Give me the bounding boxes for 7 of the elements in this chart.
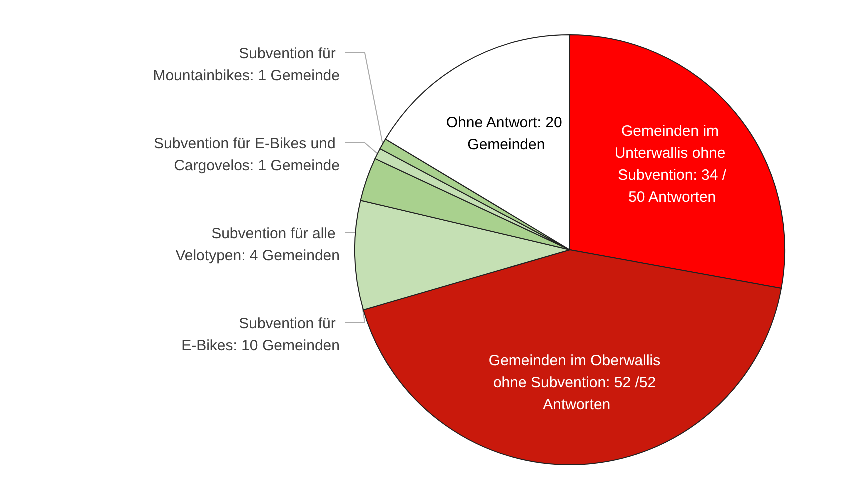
slice-label: Subvention für Mountainbikes: 1 Gemeinde xyxy=(153,46,340,84)
slice-label: Subvention für alle Velotypen: 4 Gemeinden xyxy=(176,226,340,264)
slice-label: Subvention für E-Bikes: 10 Gemeinden xyxy=(182,316,340,354)
slice-label: Ohne Antwort: 20 Gemeinden xyxy=(446,114,562,154)
slice-label: Gemeinden im Unterwallis ohne Subvention: 34 /50 Antworten xyxy=(614,123,730,206)
slice-label: Subvention für E-Bikes und Cargovelos: 1 Gemeinde xyxy=(154,136,340,174)
slice-label: Gemeinden im Oberwallis ohne Subvention: 52 /52 Antworten xyxy=(488,352,665,414)
